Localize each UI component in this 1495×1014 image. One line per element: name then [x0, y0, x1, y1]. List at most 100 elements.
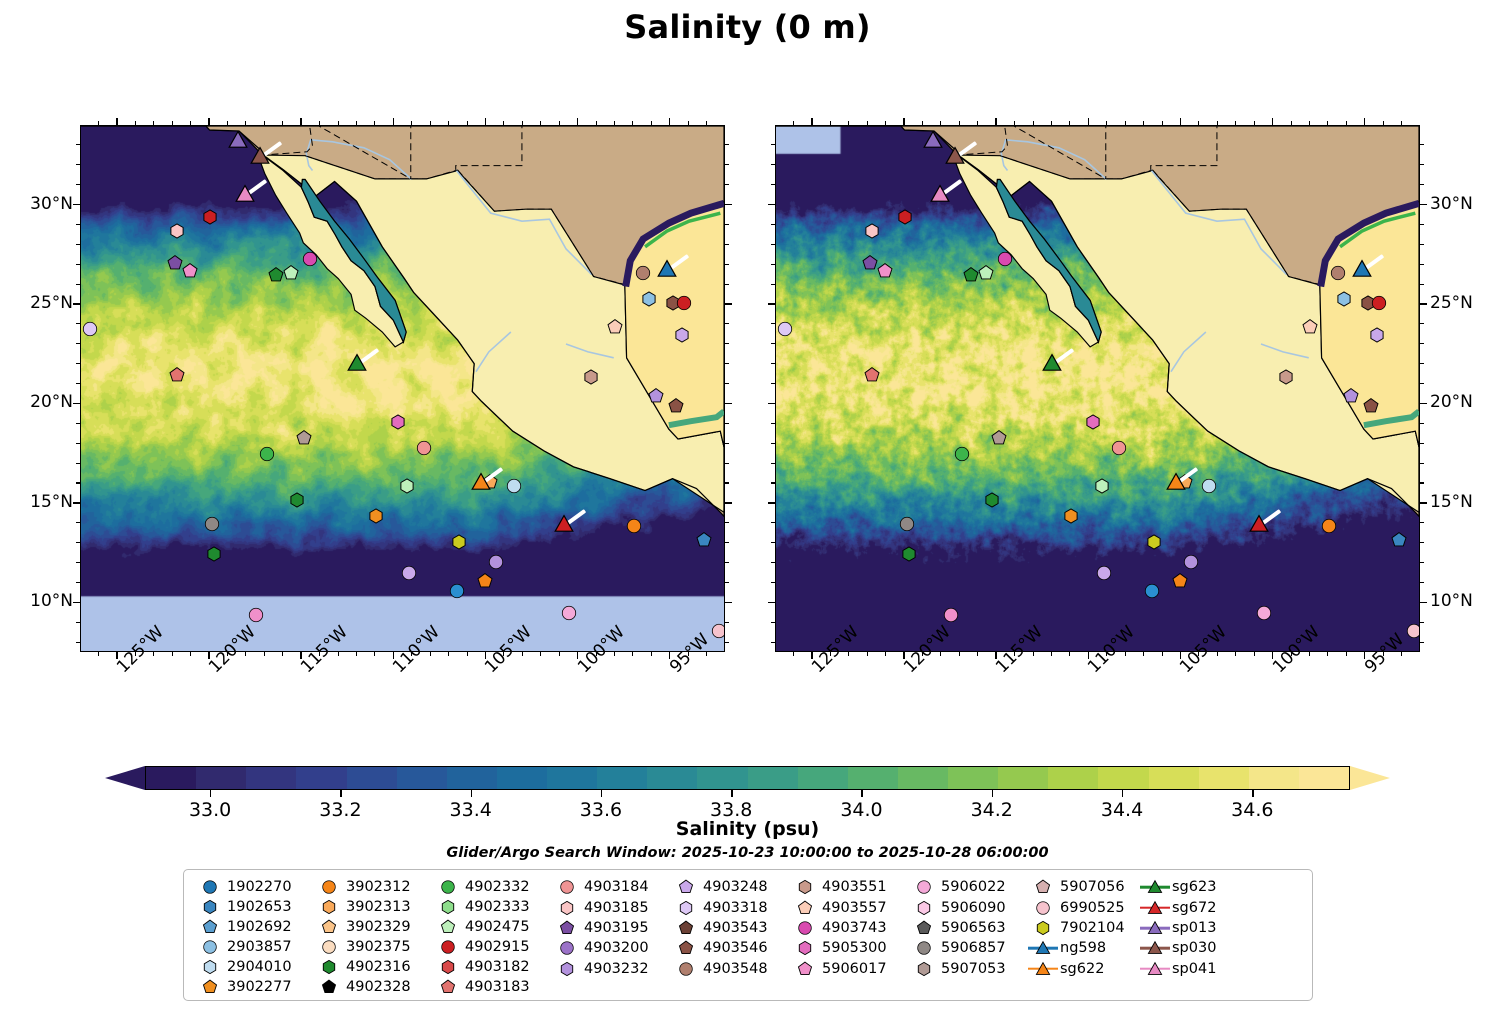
argo-float-marker[interactable]	[963, 267, 979, 283]
glider-marker[interactable]	[1042, 353, 1063, 373]
argo-float-marker[interactable]	[169, 366, 185, 383]
argo-float-marker[interactable]	[1330, 265, 1346, 281]
legend-item[interactable]: 3902329	[314, 917, 433, 937]
legend-item[interactable]: 4903318	[671, 897, 790, 917]
legend-item[interactable]: sg623	[1140, 877, 1245, 897]
legend-item[interactable]: 4903200	[552, 938, 671, 958]
argo-float-marker[interactable]	[1302, 318, 1318, 335]
argo-float-marker[interactable]	[289, 492, 305, 508]
argo-float-marker[interactable]	[1144, 583, 1160, 599]
argo-float-marker[interactable]	[1094, 478, 1110, 494]
argo-float-marker[interactable]	[477, 573, 493, 589]
legend-item[interactable]: 4903743	[790, 918, 909, 938]
argo-float-marker[interactable]	[302, 251, 318, 267]
argo-float-marker[interactable]	[607, 318, 623, 335]
argo-float-marker[interactable]	[984, 492, 1000, 508]
legend-item[interactable]: 5905300	[790, 938, 909, 958]
argo-float-marker[interactable]	[1278, 368, 1294, 385]
legend-item[interactable]: 5906857	[909, 938, 1028, 958]
glider-marker[interactable]	[657, 259, 677, 279]
argo-float-marker[interactable]	[1172, 573, 1188, 589]
legend-item[interactable]: 5907056	[1028, 877, 1140, 897]
argo-float-marker[interactable]	[1343, 388, 1359, 404]
legend-item[interactable]: 2903857	[195, 937, 314, 957]
argo-float-marker[interactable]	[711, 623, 725, 639]
legend-item[interactable]: 4903551	[790, 877, 909, 897]
legend-item[interactable]: 3902312	[314, 877, 433, 897]
legend-item[interactable]: 3902313	[314, 897, 433, 917]
legend-item[interactable]: 4903232	[552, 959, 671, 979]
legend-item[interactable]: 1902653	[195, 897, 314, 917]
legend-item[interactable]: 5906563	[909, 918, 1028, 938]
argo-float-marker[interactable]	[1063, 508, 1079, 524]
legend-item[interactable]: 4902333	[433, 897, 552, 917]
legend-item[interactable]: 4902316	[314, 957, 433, 977]
legend-item[interactable]: sp013	[1140, 918, 1245, 938]
legend-item[interactable]: 3902277	[195, 977, 314, 997]
legend-item[interactable]: 4902915	[433, 937, 552, 957]
legend-item[interactable]: sg622	[1028, 959, 1140, 979]
argo-float-marker[interactable]	[368, 508, 384, 524]
argo-float-marker[interactable]	[1321, 518, 1337, 534]
argo-float-marker[interactable]	[954, 446, 970, 462]
glider-marker[interactable]	[347, 353, 368, 373]
argo-float-marker[interactable]	[488, 554, 504, 570]
glider-marker[interactable]	[471, 472, 491, 492]
argo-float-marker[interactable]	[1256, 605, 1272, 621]
argo-float-marker[interactable]	[169, 223, 185, 239]
legend-item[interactable]: 4903548	[671, 959, 790, 979]
legend-item[interactable]: 1902270	[195, 877, 314, 897]
argo-float-marker[interactable]	[1146, 534, 1162, 550]
argo-float-marker[interactable]	[390, 414, 406, 430]
legend-item[interactable]: 3902375	[314, 937, 433, 957]
legend-item[interactable]: 1902692	[195, 917, 314, 937]
argo-float-marker[interactable]	[1183, 554, 1199, 570]
argo-float-marker[interactable]	[259, 446, 275, 462]
argo-float-marker[interactable]	[997, 251, 1013, 267]
legend-item[interactable]: 5907053	[909, 959, 1028, 979]
argo-float-marker[interactable]	[978, 265, 994, 281]
legend-item[interactable]: 4903185	[552, 897, 671, 917]
legend-item[interactable]: sp041	[1140, 959, 1245, 979]
argo-float-marker[interactable]	[862, 255, 878, 271]
legend-item[interactable]: 5906090	[909, 897, 1028, 917]
argo-float-marker[interactable]	[864, 223, 880, 239]
legend-item[interactable]: 4903183	[433, 977, 552, 997]
argo-float-marker[interactable]	[674, 327, 690, 343]
legend-item[interactable]: 4903182	[433, 957, 552, 977]
glider-marker[interactable]	[1166, 472, 1186, 492]
platform-legend[interactable]: 1902270 1902653 1902692 2903857 2904010 39022…	[183, 869, 1313, 1001]
legend-item[interactable]: 4902475	[433, 917, 552, 937]
argo-float-marker[interactable]	[991, 430, 1007, 446]
argo-float-marker[interactable]	[1111, 440, 1127, 456]
argo-float-marker[interactable]	[416, 440, 432, 456]
glider-marker[interactable]	[1352, 259, 1372, 279]
argo-float-marker[interactable]	[901, 545, 917, 562]
glider-marker[interactable]	[1249, 514, 1269, 534]
argo-float-marker[interactable]	[268, 267, 284, 283]
argo-float-marker[interactable]	[626, 518, 642, 534]
map-panel-rtofs[interactable]: RTOFS - 2025-10-28 06:00:00	[80, 125, 725, 652]
glider-marker[interactable]	[249, 146, 270, 166]
argo-float-marker[interactable]	[899, 516, 915, 532]
legend-item[interactable]: 7902104	[1028, 918, 1140, 938]
argo-float-marker[interactable]	[583, 368, 599, 385]
legend-item[interactable]: 4903543	[671, 918, 790, 938]
argo-float-marker[interactable]	[204, 516, 220, 532]
glider-marker[interactable]	[554, 514, 574, 534]
legend-item[interactable]: 5906022	[909, 877, 1028, 897]
argo-float-marker[interactable]	[1369, 327, 1385, 343]
legend-item[interactable]: ng598	[1028, 938, 1140, 958]
argo-float-marker[interactable]	[676, 295, 692, 311]
glider-marker[interactable]	[944, 146, 965, 166]
argo-float-marker[interactable]	[1085, 414, 1101, 430]
legend-item[interactable]: sp030	[1140, 938, 1245, 958]
legend-item[interactable]: 5906017	[790, 959, 909, 979]
argo-float-marker[interactable]	[943, 607, 959, 623]
legend-item[interactable]: 4902332	[433, 877, 552, 897]
argo-float-marker[interactable]	[1096, 565, 1112, 581]
argo-float-marker[interactable]	[897, 209, 913, 226]
argo-float-marker[interactable]	[506, 478, 522, 494]
legend-item[interactable]: 4903184	[552, 877, 671, 897]
argo-float-marker[interactable]	[561, 605, 577, 621]
